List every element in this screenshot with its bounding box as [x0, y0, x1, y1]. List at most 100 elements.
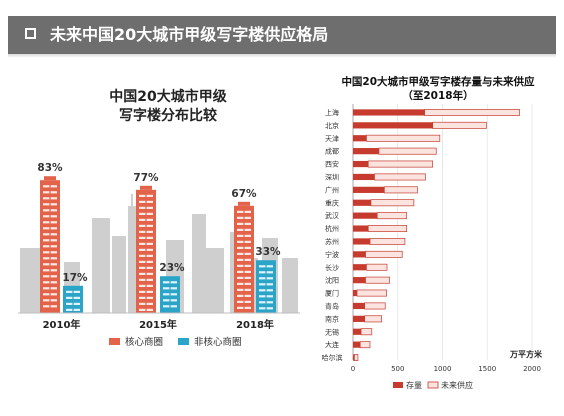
stock-bar [353, 264, 367, 271]
core-value-label: 77% [133, 172, 159, 184]
future-bar [359, 341, 371, 349]
noncore-value-label: 17% [62, 272, 88, 284]
future-bar [378, 147, 437, 155]
x-tick-label: 0 [351, 365, 355, 373]
right-chart-title-line2: （至2018年） [402, 89, 473, 102]
future-bar [364, 315, 382, 323]
future-bar [353, 354, 359, 362]
stock-bar [353, 302, 365, 310]
city-label: 大连 [325, 340, 339, 349]
city-label: 西安 [325, 160, 339, 169]
stock-bar [353, 109, 425, 116]
legend-stock-label: 存量 [406, 380, 422, 390]
core-value-label: 83% [37, 162, 63, 174]
future-bar [376, 212, 408, 220]
stock-bar [353, 186, 385, 193]
skyline-building [20, 248, 42, 313]
year-label-2010: 2010年 [43, 318, 81, 331]
city-label: 苏州 [325, 237, 339, 246]
future-bar [370, 199, 415, 207]
legend-future-swatch [427, 381, 439, 389]
city-label: 南京 [325, 314, 339, 323]
city-label: 哈尔滨 [322, 353, 343, 362]
noncore-value-label: 33% [255, 246, 281, 258]
future-bar [424, 108, 520, 116]
stock-bar [353, 328, 362, 335]
skyline-building [206, 248, 224, 313]
legend-stock-swatch [393, 382, 403, 388]
right-tick-labels: 0 500 1000 1500 2000 [351, 365, 541, 373]
stock-bar [353, 160, 369, 168]
city-label: 深圳 [325, 172, 339, 181]
noncore-bar-0 [63, 285, 83, 313]
city-label: 无锡 [325, 327, 339, 336]
stock-bar [353, 225, 369, 232]
core-value-label: 67% [231, 188, 257, 200]
skyline-antenna [131, 194, 133, 206]
future-bar [365, 250, 403, 258]
stock-bar [353, 277, 366, 284]
page-title: 未来中国20大城市甲级写字楼供应格局 [50, 25, 329, 44]
checkbox-square-icon [25, 28, 36, 39]
skyline-building [192, 214, 206, 313]
stock-bar [353, 238, 371, 245]
future-bar [374, 173, 426, 181]
city-label: 长沙 [325, 263, 339, 272]
year-label-2018: 2018年 [236, 318, 274, 331]
left-chart: 中国20大城市甲级 写字楼分布比较 83% 17% 77% 23% 67% 33% 201… [18, 88, 300, 348]
city-label: 杭州 [325, 224, 339, 233]
city-label: 厦门 [325, 289, 339, 298]
future-bar [366, 263, 388, 271]
city-label: 青岛 [325, 301, 339, 310]
city-label: 广州 [325, 185, 339, 194]
stock-bar [353, 122, 433, 129]
left-bars: 83% 17% 77% 23% 67% 33% [37, 162, 281, 313]
header-bar: 未来中国20大城市甲级写字楼供应格局 [8, 16, 556, 54]
future-bar [364, 302, 386, 310]
left-chart-title-line2: 写字楼分布比较 [119, 107, 217, 124]
skyline-building [282, 258, 298, 313]
stock-bar [353, 354, 355, 361]
future-bar [360, 328, 373, 336]
header-shadow [8, 54, 556, 58]
city-label: 宁波 [325, 250, 339, 259]
core-bar-0 [40, 180, 60, 313]
future-bar [367, 160, 434, 168]
skyline-building [112, 236, 126, 313]
x-tick-label: 1000 [434, 365, 452, 373]
city-label: 武汉 [325, 211, 339, 220]
right-chart: 中国20大城市甲级写字楼存量与未来供应 （至2018年） 上海北京天津成都西安深… [322, 75, 543, 390]
stock-bar [353, 315, 365, 322]
city-label: 北京 [325, 121, 339, 130]
right-bars [353, 108, 520, 362]
core-bar-1 [136, 189, 156, 313]
future-bar [366, 134, 441, 142]
legend-future-label: 未来供应 [441, 380, 473, 390]
stock-bar [353, 212, 378, 219]
city-label: 上海 [325, 108, 339, 117]
core-bar-2 [234, 205, 254, 313]
right-chart-title-line1: 中国20大城市甲级写字楼存量与未来供应 [341, 75, 535, 88]
stock-bar [353, 173, 375, 181]
legend-noncore-label: 非核心商圈 [194, 336, 242, 348]
stock-bar [353, 199, 371, 206]
core-bar-cap [140, 185, 152, 190]
stock-bar [353, 251, 366, 258]
noncore-bar-2 [256, 260, 276, 313]
right-city-labels: 上海北京天津成都西安深圳广州重庆武汉杭州苏州宁波长沙沈阳厦门青岛南京无锡大连哈尔… [322, 108, 343, 362]
unit-label: 万平方米 [509, 349, 543, 359]
skyline-building [92, 218, 110, 313]
stock-bar [353, 135, 367, 142]
city-label: 天津 [325, 135, 339, 143]
future-bar [369, 238, 406, 245]
future-bar [356, 289, 387, 297]
x-tick-label: 2000 [523, 365, 541, 373]
future-bar [365, 276, 391, 284]
legend-core-label: 核心商圈 [125, 336, 163, 348]
noncore-bar-1 [160, 276, 180, 313]
x-tick-label: 1500 [478, 365, 496, 373]
left-chart-title-line1: 中国20大城市甲级 [109, 88, 227, 105]
legend-noncore-swatch [178, 338, 189, 345]
stock-bar [353, 289, 358, 297]
